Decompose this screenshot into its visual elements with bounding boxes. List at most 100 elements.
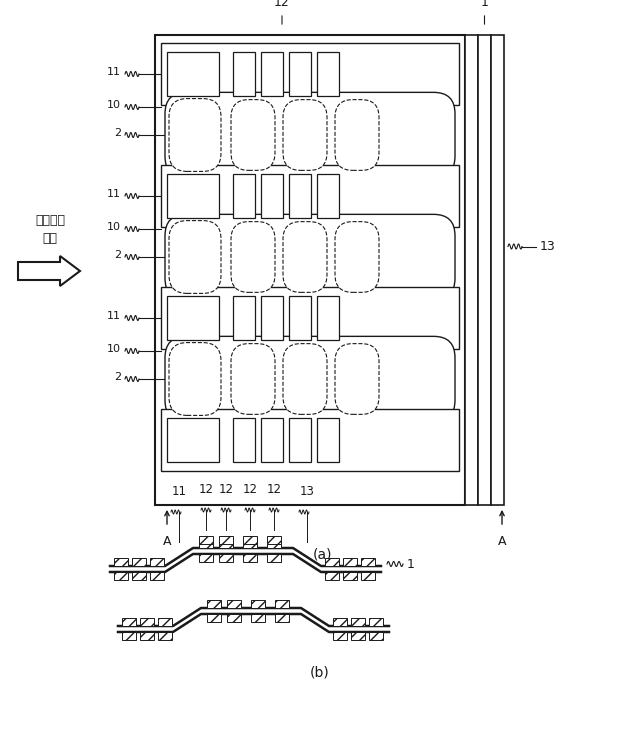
Text: A: A <box>163 535 172 548</box>
Text: 10: 10 <box>107 222 121 232</box>
Bar <box>243 540 257 548</box>
Text: 12: 12 <box>198 483 214 496</box>
Text: 1: 1 <box>407 557 415 571</box>
Text: 10: 10 <box>107 100 121 110</box>
Bar <box>150 558 164 566</box>
Bar <box>361 558 375 566</box>
Bar <box>289 418 311 462</box>
Bar <box>161 287 459 349</box>
Text: 2: 2 <box>114 250 121 260</box>
FancyBboxPatch shape <box>283 222 327 293</box>
Bar <box>289 296 311 340</box>
Bar <box>267 540 281 548</box>
FancyBboxPatch shape <box>283 99 327 170</box>
Text: 11: 11 <box>172 485 186 498</box>
FancyBboxPatch shape <box>335 222 379 293</box>
Bar <box>261 296 283 340</box>
Bar <box>251 614 265 622</box>
Bar <box>167 174 219 218</box>
Text: A: A <box>498 535 506 548</box>
Bar <box>167 296 219 339</box>
Text: 空気流れ: 空気流れ <box>35 214 65 227</box>
Bar <box>243 536 257 544</box>
Bar <box>317 173 339 219</box>
Text: 10: 10 <box>107 344 121 354</box>
Bar <box>161 409 459 471</box>
Bar <box>465 35 478 505</box>
Text: 2: 2 <box>114 372 121 382</box>
Bar <box>132 572 146 580</box>
Bar <box>219 540 233 548</box>
Bar <box>155 35 465 505</box>
Bar <box>317 52 339 96</box>
Text: 13: 13 <box>300 485 314 498</box>
Text: (a): (a) <box>313 547 333 561</box>
Bar <box>343 558 357 566</box>
Bar <box>267 554 281 562</box>
FancyBboxPatch shape <box>169 99 221 171</box>
Bar <box>261 418 283 462</box>
Bar <box>114 558 128 566</box>
Bar <box>140 632 154 640</box>
Bar <box>233 418 255 462</box>
Bar <box>219 536 233 544</box>
Bar <box>275 600 289 608</box>
Bar <box>227 600 241 608</box>
Bar <box>289 52 311 96</box>
FancyBboxPatch shape <box>231 344 275 414</box>
Bar <box>325 572 339 580</box>
Bar <box>333 632 347 640</box>
Bar <box>361 572 375 580</box>
Text: 11: 11 <box>107 67 121 77</box>
Bar <box>233 296 255 340</box>
Bar <box>333 618 347 626</box>
Text: (b): (b) <box>310 666 330 680</box>
Bar <box>351 618 365 626</box>
Bar <box>199 536 213 544</box>
Bar <box>114 572 128 580</box>
Bar <box>325 558 339 566</box>
Text: 12: 12 <box>243 483 257 496</box>
Text: 12: 12 <box>274 0 290 9</box>
Text: 11: 11 <box>107 189 121 199</box>
Bar <box>369 618 383 626</box>
Bar <box>122 618 136 626</box>
Bar <box>199 554 213 562</box>
Text: 13: 13 <box>540 240 556 253</box>
Bar <box>158 632 172 640</box>
Text: 1: 1 <box>481 0 488 9</box>
FancyBboxPatch shape <box>335 99 379 170</box>
Bar <box>275 614 289 622</box>
Bar <box>261 173 283 219</box>
FancyBboxPatch shape <box>165 214 455 299</box>
Bar <box>233 52 255 96</box>
Bar <box>150 572 164 580</box>
FancyBboxPatch shape <box>231 99 275 170</box>
Bar <box>161 43 459 105</box>
Bar <box>289 173 311 219</box>
Text: 11: 11 <box>107 311 121 321</box>
Bar <box>317 418 339 462</box>
Bar <box>317 296 339 340</box>
Bar <box>227 614 241 622</box>
Bar <box>207 600 221 608</box>
Bar <box>251 600 265 608</box>
Text: 12: 12 <box>266 483 282 496</box>
Bar <box>132 558 146 566</box>
Bar <box>478 35 491 505</box>
Text: 12: 12 <box>218 483 234 496</box>
FancyBboxPatch shape <box>335 344 379 414</box>
Bar <box>261 52 283 96</box>
Bar <box>140 618 154 626</box>
FancyBboxPatch shape <box>169 342 221 416</box>
Bar <box>267 536 281 544</box>
Bar <box>207 614 221 622</box>
Bar <box>351 632 365 640</box>
FancyArrow shape <box>18 256 80 286</box>
Bar <box>219 554 233 562</box>
FancyBboxPatch shape <box>165 93 455 178</box>
FancyBboxPatch shape <box>231 222 275 293</box>
FancyBboxPatch shape <box>169 221 221 293</box>
Bar <box>343 572 357 580</box>
Bar <box>158 618 172 626</box>
